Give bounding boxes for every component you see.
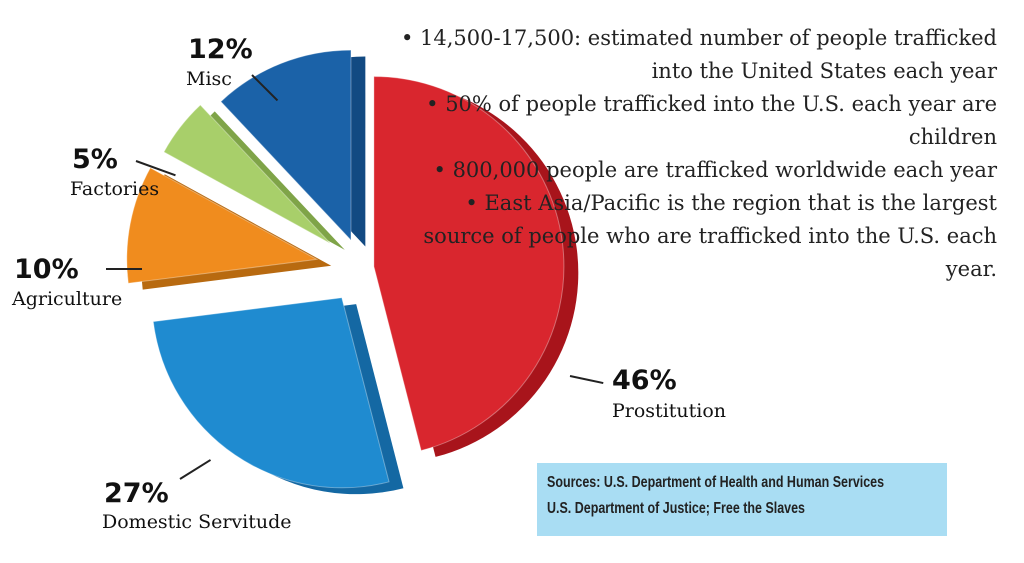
sources-line-1: Sources: U.S. Department of Health and H… <box>547 474 885 491</box>
fact-item: 14,500-17,500: estimated number of peopl… <box>400 22 997 88</box>
slice-category-label-misc: Misc <box>186 68 232 90</box>
slice-value-label-domestic-servitude: 27% <box>104 478 169 509</box>
sources-line-2: U.S. Department of Justice; Free the Sla… <box>547 500 806 517</box>
slice-category-label-prostitution: Prostitution <box>612 400 727 422</box>
pie-slice-misc <box>220 49 352 242</box>
pie-slice-agriculture <box>126 167 319 284</box>
pie-slice-factories <box>163 104 331 244</box>
leader-line-agriculture <box>106 268 142 270</box>
slice-value-label-misc: 12% <box>188 34 253 65</box>
sources-box: Sources: U.S. Department of Health and H… <box>537 463 947 536</box>
slice-category-label-domestic-servitude: Domestic Servitude <box>102 511 292 533</box>
fact-item: East Asia/Pacific is the region that is … <box>400 187 997 286</box>
slice-value-label-factories: 5% <box>72 144 118 175</box>
fact-item: 800,000 people are trafficked worldwide … <box>400 154 997 187</box>
pie-slice-domestic-servitude <box>152 297 390 489</box>
slice-category-label-agriculture: Agriculture <box>12 288 123 310</box>
facts-list: 14,500-17,500: estimated number of peopl… <box>400 22 997 286</box>
slice-category-label-factories: Factories <box>70 178 160 200</box>
slice-value-label-prostitution: 46% <box>612 365 677 396</box>
fact-item: 50% of people trafficked into the U.S. e… <box>400 88 997 154</box>
slice-value-label-agriculture: 10% <box>14 254 79 285</box>
